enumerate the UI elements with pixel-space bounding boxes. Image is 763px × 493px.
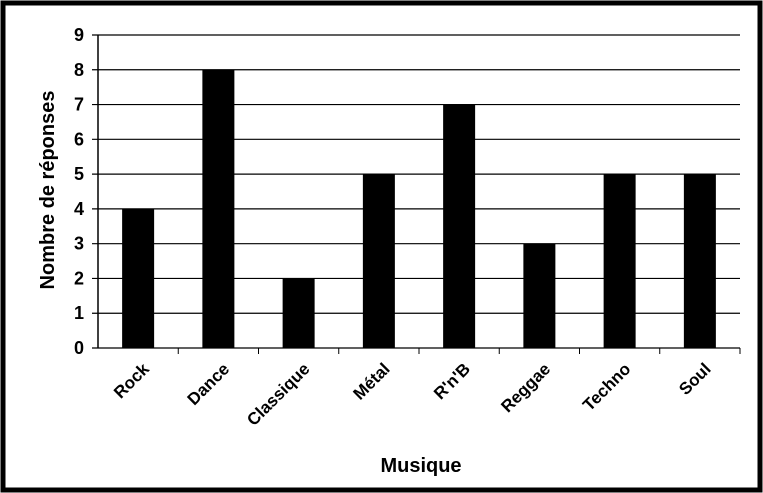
y-tick-label: 0 [74,338,84,358]
y-tick-label: 4 [74,199,84,219]
bar-soul [683,174,716,348]
bar-rock [122,208,155,348]
y-tick-label: 8 [74,60,84,80]
bar-techno [603,174,636,348]
bars [122,69,716,349]
y-tick-label: 2 [74,268,84,288]
bar-dance [202,69,235,349]
y-tick-label: 3 [74,234,84,254]
bar-rnb [443,104,476,348]
bar-reggae [523,243,556,348]
bar-classique [282,278,315,348]
y-tick-label: 7 [74,95,84,115]
x-axis-title: Musique [380,455,461,477]
y-tick-label: 9 [74,25,84,45]
y-tick-label: 6 [74,129,84,149]
y-axis-title: Nombre de réponses [37,91,59,290]
y-tick-label: 1 [74,303,84,323]
y-tick-label: 5 [74,164,84,184]
y-axis-ticks: 0 1 2 3 4 5 6 7 8 9 [74,25,84,358]
bar-mtal [362,174,395,348]
